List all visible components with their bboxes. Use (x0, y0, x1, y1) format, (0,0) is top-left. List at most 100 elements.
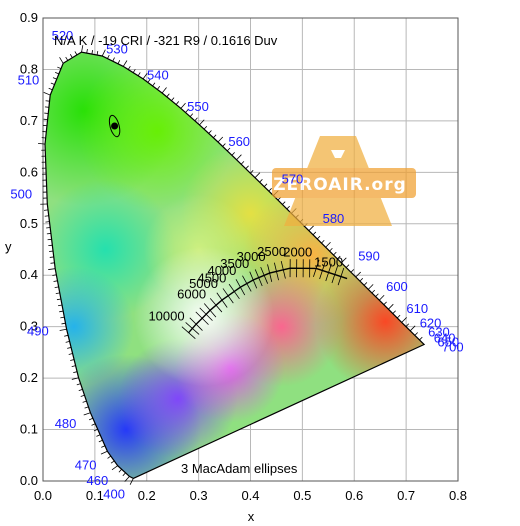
labels: 0.0 0.1 0.2 0.3 0.4 0.5 0.6 0.7 0.8 0.0 0.1 0.2 0.3 0… (10, 10, 467, 503)
wavelength-label: 650 (437, 335, 459, 350)
locus-tick (180, 102, 186, 109)
watermark-banner (272, 168, 416, 198)
locus-tick (80, 394, 85, 397)
y-tick-label: 0.9 (20, 10, 38, 25)
locus-tick (43, 92, 51, 96)
locus-tick (100, 450, 108, 455)
locus-tick (363, 282, 368, 286)
locus-tick (54, 286, 59, 288)
spectral-ticks (38, 45, 423, 485)
x-tick-label: 0.3 (190, 488, 208, 503)
locus-tick (132, 69, 136, 73)
locus-tick (127, 65, 131, 70)
isotherm-tick (203, 303, 217, 318)
macadam-annotation: 3 MacAdam ellipses (181, 461, 298, 476)
locus-tick (88, 417, 93, 421)
isotherm-tick (195, 311, 209, 325)
locus-tick (67, 347, 72, 349)
locus-tick (231, 152, 235, 156)
locus-tick (157, 85, 161, 90)
cct-label: 3000 (237, 249, 266, 264)
watermark-logo: ZEROAIR.org (272, 136, 416, 226)
wavelength-label: 700 (442, 339, 464, 354)
wavelength-label: 520 (52, 28, 74, 43)
locus-tick (325, 241, 331, 248)
cct-label: 3500 (220, 256, 249, 271)
cct-label: 10000 (148, 309, 184, 324)
wavelength-label: 500 (10, 186, 32, 201)
locus-tick (350, 269, 355, 273)
isotherm-tick (222, 288, 234, 304)
planckian-locus (181, 259, 348, 339)
locus-tick (57, 66, 62, 69)
locus-tick (375, 293, 379, 297)
y-tick-label: 0.4 (20, 267, 38, 282)
locus-tick (58, 304, 63, 307)
locus-tick (259, 179, 263, 183)
isotherm-tick (260, 266, 269, 284)
locus-tick (71, 377, 79, 380)
locus-tick (217, 136, 224, 143)
locus-tick (118, 469, 122, 473)
x-tick-label: 0.1 (86, 488, 104, 503)
locus-tick (65, 340, 70, 343)
wavelength-label: 400 (103, 487, 125, 502)
y-tick-label: 0.0 (20, 473, 38, 488)
locus-tick (96, 434, 101, 437)
locus-tick (110, 460, 115, 464)
isotherm-tick (313, 259, 320, 278)
x-axis-title: x (248, 509, 255, 524)
locus-tick (171, 97, 175, 101)
locus-tick (282, 201, 286, 205)
color-blob (45, 266, 135, 387)
spectral-locus (38, 45, 426, 485)
wavelength-label: 560 (228, 134, 250, 149)
locus-tick (137, 72, 141, 76)
wavelength-label: 580 (323, 211, 345, 226)
cct-label: 5000 (189, 276, 218, 291)
locus-tick (56, 298, 61, 301)
locus-tick (152, 82, 156, 87)
locus-tick (263, 183, 268, 187)
locus-tick (68, 353, 73, 355)
locus-tick (254, 172, 261, 178)
x-tick-label: 0.6 (345, 488, 363, 503)
y-tick-label: 0.1 (20, 422, 38, 437)
y-tick-label: 0.8 (20, 61, 38, 76)
x-tick-label: 0.2 (138, 488, 156, 503)
locus-tick (112, 57, 115, 62)
locus-tick (38, 143, 46, 145)
x-tick-label: 0.0 (34, 488, 52, 503)
locus-tick (286, 205, 290, 210)
locus-tick (226, 147, 231, 152)
locus-tick (185, 109, 189, 113)
locus-tick (388, 303, 394, 310)
locus-tick (84, 406, 89, 409)
locus-tick (48, 87, 53, 91)
locus-tick (142, 73, 148, 80)
wavelength-label: 590 (358, 248, 380, 263)
isotherm-tick (228, 283, 240, 300)
x-tick-label: 0.4 (241, 488, 259, 503)
locus-tick (55, 71, 60, 75)
chart-title: N/A K / -19 CRI / -321 R9 / 0.1616 Duv (54, 33, 278, 48)
y-tick-label: 0.5 (20, 216, 38, 231)
isotherm-tick (216, 292, 228, 308)
locus-tick (86, 49, 88, 54)
locus-tick (60, 316, 65, 319)
cct-label: 1500 (314, 255, 343, 270)
locus-tick (129, 478, 134, 485)
locus-tick (122, 60, 128, 67)
isotherm-tick (325, 263, 332, 282)
wavelength-label: 630 (428, 325, 450, 340)
plot-frame (42, 17, 459, 482)
x-tick-label: 0.7 (397, 488, 415, 503)
y-tick-label: 0.7 (20, 113, 38, 128)
locus-tick (59, 310, 64, 313)
locus-tick (78, 389, 83, 392)
wavelength-label: 570 (282, 172, 304, 187)
macadam-ellipse (108, 114, 121, 138)
locus-tick (111, 465, 118, 471)
locus-tick (396, 314, 401, 319)
